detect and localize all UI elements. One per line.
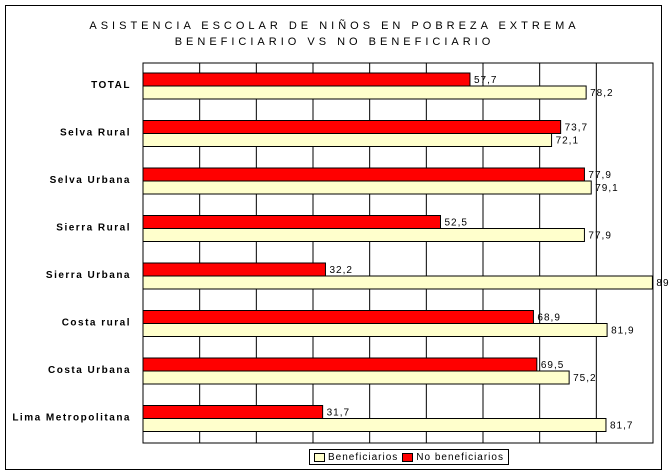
- data-label-beneficiarios: 89,9: [656, 278, 669, 289]
- bar-beneficiarios: [142, 370, 570, 385]
- data-label-beneficiarios: 81,9: [611, 326, 634, 337]
- bar-no-beneficiarios: [142, 72, 471, 87]
- bar-no-beneficiarios: [142, 120, 562, 134]
- bar-beneficiarios: [142, 85, 587, 100]
- category-label: Sierra Rural: [56, 223, 131, 234]
- category-label: TOTAL: [91, 80, 131, 91]
- bar-no-beneficiarios: [142, 357, 538, 372]
- data-label-no-beneficiarios: 68,9: [537, 313, 560, 324]
- category-label: Selva Urbana: [50, 175, 131, 186]
- data-label-no-beneficiarios: 57,7: [474, 75, 497, 86]
- legend-label-no-beneficiarios: No beneficiarios: [416, 451, 504, 463]
- legend-item-no-beneficiarios: No beneficiarios: [402, 452, 504, 463]
- category-label: Costa rural: [62, 318, 131, 329]
- data-label-no-beneficiarios: 69,5: [541, 360, 564, 371]
- bar-beneficiarios: [142, 275, 653, 290]
- bar-beneficiarios: [142, 180, 592, 195]
- legend-label-beneficiarios: Beneficiarios: [328, 451, 399, 463]
- category-label: Lima Metropolitana: [12, 413, 131, 424]
- data-label-beneficiarios: 75,2: [573, 373, 596, 384]
- bar-no-beneficiarios: [142, 310, 534, 324]
- bar-beneficiarios: [142, 133, 553, 147]
- data-label-beneficiarios: 81,7: [610, 421, 633, 432]
- category-label: Selva Rural: [60, 128, 131, 139]
- chart-title: ASISTENCIA ESCOLAR DE NIÑOS EN POBREZA E…: [89, 20, 580, 32]
- data-label-no-beneficiarios: 73,7: [565, 123, 588, 134]
- bar-no-beneficiarios: [142, 167, 585, 182]
- legend-item-beneficiarios: Beneficiarios: [314, 452, 398, 463]
- bar-no-beneficiarios: [142, 405, 324, 419]
- legend-swatch-no-beneficiarios: [402, 452, 414, 462]
- data-label-no-beneficiarios: 77,9: [588, 170, 611, 181]
- legend-swatch-beneficiarios: [314, 452, 325, 462]
- bar-no-beneficiarios: [142, 262, 326, 277]
- bar-beneficiarios: [142, 418, 607, 432]
- category-label: Sierra Urbana: [46, 270, 131, 281]
- data-label-beneficiarios: 79,1: [595, 183, 618, 194]
- data-label-beneficiarios: 78,2: [590, 88, 613, 99]
- data-label-beneficiarios: 72,1: [556, 136, 579, 147]
- bar-beneficiarios: [142, 323, 608, 337]
- data-label-no-beneficiarios: 32,2: [329, 265, 352, 276]
- category-label: Costa Urbana: [48, 365, 131, 376]
- data-label-beneficiarios: 77,9: [588, 231, 611, 242]
- chart-subtitle: BENEFICIARIO VS NO BENEFICIARIO: [174, 36, 495, 48]
- data-label-no-beneficiarios: 31,7: [327, 408, 350, 419]
- data-label-no-beneficiarios: 52,5: [445, 218, 468, 229]
- chart-legend: Beneficiarios No beneficiarios: [309, 449, 509, 465]
- bar-beneficiarios: [142, 228, 585, 242]
- bar-no-beneficiarios: [142, 215, 441, 229]
